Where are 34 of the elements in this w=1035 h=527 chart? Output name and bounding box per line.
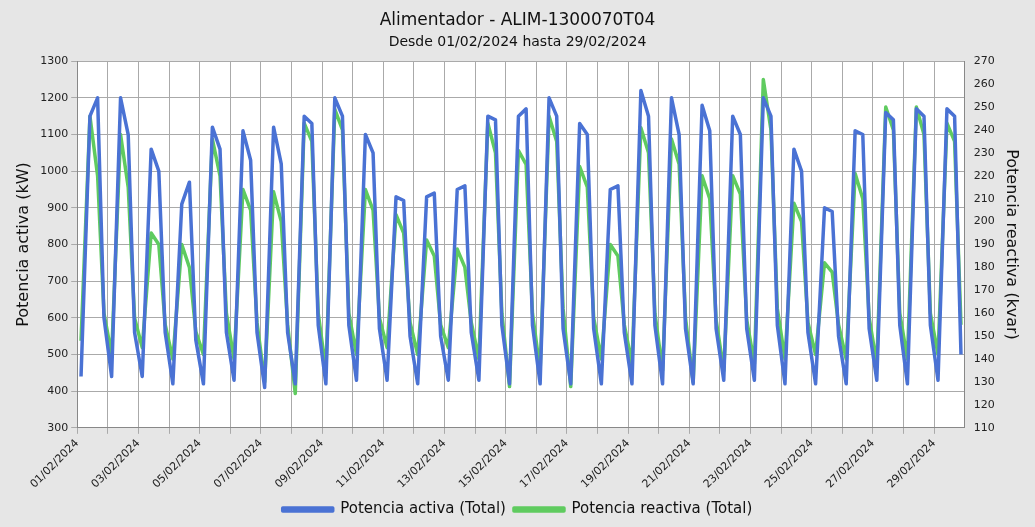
y2-tick-label: 250	[973, 99, 995, 113]
y2-tick-label: 220	[973, 168, 995, 182]
y2-tick-label: 200	[973, 214, 995, 228]
y2-tick-label: 230	[973, 145, 995, 159]
y2-tick-label: 190	[973, 237, 995, 251]
y2-tick-label: 110	[973, 420, 995, 434]
y-tick-label: 1100	[40, 127, 69, 141]
y-tick-label: 600	[47, 310, 69, 324]
y-tick-label: 700	[47, 274, 69, 288]
legend-label: Potencia activa (Total)	[340, 499, 506, 518]
y-tick-label: 800	[47, 237, 69, 251]
y2-tick-label: 140	[973, 351, 995, 365]
chart-title: Alimentador - ALIM-1300070T04	[379, 8, 656, 29]
y2-tick-label: 270	[973, 54, 995, 68]
y-tick-label: 1300	[40, 54, 69, 68]
y-tick-label: 500	[47, 347, 69, 361]
y-tick-label: 900	[47, 200, 69, 214]
y-tick-label: 400	[47, 384, 69, 398]
y2-axis-title: Potencia reactiva (kvar)	[1003, 149, 1023, 340]
y2-tick-label: 260	[973, 76, 995, 90]
y2-tick-label: 160	[973, 306, 995, 320]
chart-subtitle: Desde 01/02/2024 hasta 29/02/2024	[388, 33, 647, 50]
y2-tick-label: 150	[973, 329, 995, 343]
y-tick-label: 1200	[40, 90, 69, 104]
y2-tick-label: 210	[973, 191, 995, 205]
y2-tick-label: 170	[973, 283, 995, 297]
y2-tick-label: 240	[973, 122, 995, 136]
y2-tick-label: 130	[973, 374, 995, 388]
y-tick-label: 300	[47, 420, 69, 434]
y-axis-title: Potencia activa (kW)	[12, 162, 32, 327]
y2-tick-label: 120	[973, 397, 995, 411]
y-tick-label: 1000	[40, 164, 69, 178]
y2-tick-label: 180	[973, 260, 995, 274]
legend-label: Potencia reactiva (Total)	[571, 499, 753, 518]
